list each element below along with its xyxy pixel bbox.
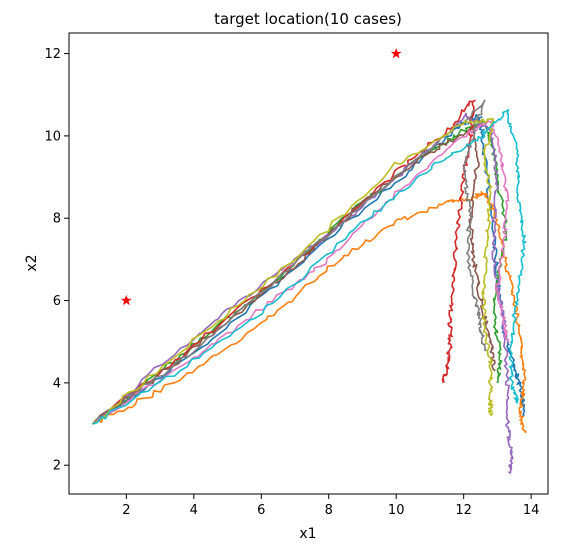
trajectory-line-2 xyxy=(91,191,527,434)
x-tick-label: 12 xyxy=(455,503,472,518)
trajectory-line-8 xyxy=(92,99,487,425)
trajectory-line-9 xyxy=(92,117,495,425)
x-axis: 2 4 6 8 10 12 14 xyxy=(122,494,539,518)
plot-lines xyxy=(91,99,527,475)
x-tick-label: 10 xyxy=(388,503,405,518)
plot-markers xyxy=(121,47,402,306)
x-axis-label: x1 xyxy=(299,526,316,542)
trajectory-line-10 xyxy=(92,108,527,425)
y-tick-label: 2 xyxy=(53,459,61,474)
y-tick-label: 12 xyxy=(44,47,61,62)
x-tick-label: 14 xyxy=(523,503,540,518)
trajectory-line-4 xyxy=(92,99,476,425)
y-axis-label: x2 xyxy=(24,254,40,271)
trajectory-line-5 xyxy=(92,112,514,475)
y-tick-label: 6 xyxy=(53,294,61,309)
y-tick-label: 4 xyxy=(53,376,61,391)
y-tick-label: 8 xyxy=(53,212,61,227)
target-star-2 xyxy=(390,47,402,59)
y-tick-label: 10 xyxy=(44,129,61,144)
plot-frame xyxy=(68,32,549,495)
x-tick-label: 2 xyxy=(122,503,130,518)
y-axis: 2 4 6 8 10 12 xyxy=(44,47,69,474)
target-star-1 xyxy=(121,294,132,306)
x-tick-label: 6 xyxy=(257,503,265,518)
x-tick-label: 8 xyxy=(325,503,333,518)
chart-title: target location(10 cases) xyxy=(214,10,402,28)
x-tick-label: 4 xyxy=(190,503,198,518)
